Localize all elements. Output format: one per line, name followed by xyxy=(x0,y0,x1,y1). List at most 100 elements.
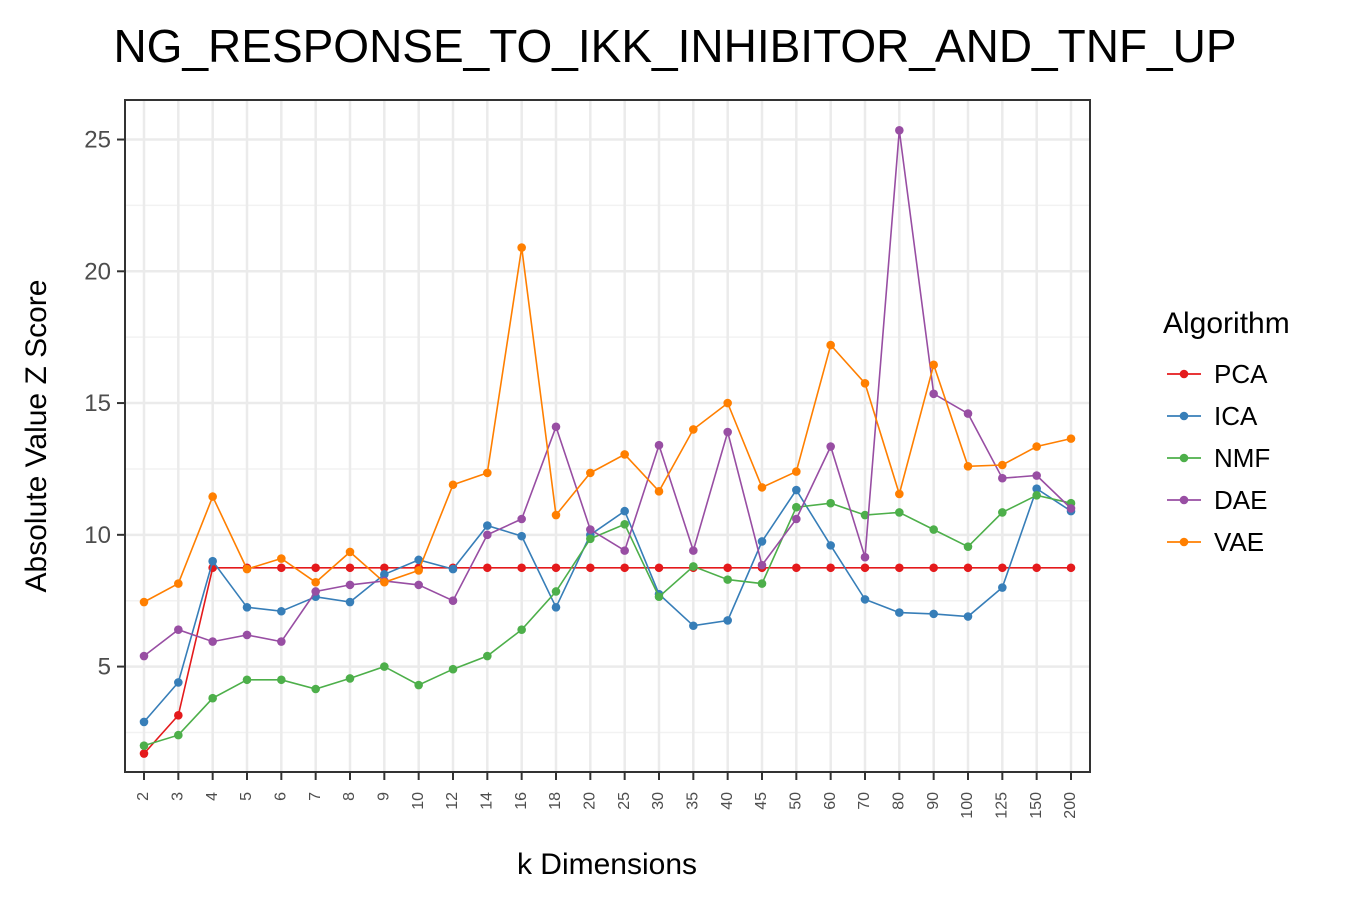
data-point-vae xyxy=(1032,442,1041,451)
data-point-pca xyxy=(380,563,389,573)
x-tick-label: 40 xyxy=(719,792,736,810)
data-point-vae xyxy=(345,547,355,557)
data-point-vae xyxy=(139,597,149,607)
data-point-nmf xyxy=(895,508,904,517)
data-point-dae xyxy=(277,637,286,646)
data-point-vae xyxy=(1066,434,1076,443)
legend: Algorithm PCA ICA NMF DAE VAE xyxy=(1163,307,1290,557)
y-axis-title: Absolute Value Z Score xyxy=(20,280,53,593)
data-point-vae xyxy=(380,577,389,587)
x-tick-label: 150 xyxy=(1028,792,1045,819)
legend-title: Algorithm xyxy=(1163,307,1290,340)
data-point-ica xyxy=(929,609,938,619)
data-point-nmf xyxy=(551,587,561,596)
data-point-dae xyxy=(586,525,595,534)
data-point-dae xyxy=(448,596,458,606)
data-point-dae xyxy=(654,440,664,450)
data-point-vae xyxy=(826,340,835,350)
data-point-pca xyxy=(1032,563,1041,573)
data-point-nmf xyxy=(860,510,870,520)
x-tick-label: 8 xyxy=(341,792,358,801)
data-point-pca xyxy=(895,563,904,573)
data-point-pca xyxy=(483,563,492,573)
data-point-vae xyxy=(757,483,767,492)
data-point-dae xyxy=(757,560,767,570)
data-point-pca xyxy=(792,563,801,573)
data-point-dae xyxy=(826,442,835,451)
data-point-vae xyxy=(689,425,698,434)
grid xyxy=(125,100,1090,772)
legend-label-pca: PCA xyxy=(1214,359,1268,389)
x-tick-label: 90 xyxy=(925,792,942,810)
legend-item-vae: VAE xyxy=(1167,527,1264,557)
data-point-vae xyxy=(311,577,320,587)
data-point-nmf xyxy=(277,675,286,685)
series-line-dae xyxy=(143,130,1072,657)
data-point-ica xyxy=(723,616,732,625)
legend-swatch-point-dae xyxy=(1179,495,1189,505)
data-point-nmf xyxy=(826,498,835,508)
series-line-pca xyxy=(143,566,1071,755)
data-point-pca xyxy=(1066,563,1076,573)
data-point-vae xyxy=(208,492,217,501)
data-point-vae xyxy=(998,460,1007,470)
x-tick-label: 2 xyxy=(135,792,152,801)
x-tick-label: 16 xyxy=(513,792,530,810)
x-tick-label: 10 xyxy=(410,792,427,810)
legend-swatch-point-nmf xyxy=(1179,453,1189,463)
data-point-nmf xyxy=(998,508,1007,517)
chart-title: NG_RESPONSE_TO_IKK_INHIBITOR_AND_TNF_UP xyxy=(113,20,1236,72)
data-point-pca xyxy=(517,563,526,573)
legend-item-pca: PCA xyxy=(1167,359,1268,389)
data-point-dae xyxy=(174,625,183,634)
y-tick-label: 25 xyxy=(84,127,111,154)
data-point-dae xyxy=(860,552,870,562)
data-point-vae xyxy=(620,450,629,459)
data-point-pca xyxy=(929,563,938,573)
data-point-dae xyxy=(895,126,904,135)
y-tick-label: 20 xyxy=(84,258,111,285)
data-point-nmf xyxy=(380,662,389,671)
data-point-dae xyxy=(345,580,355,590)
data-point-ica xyxy=(380,570,389,579)
data-point-pca xyxy=(311,563,320,573)
data-point-vae xyxy=(792,467,801,476)
data-point-vae xyxy=(963,462,973,471)
data-point-pca xyxy=(277,563,286,573)
data-point-ica xyxy=(963,612,973,621)
series-lines xyxy=(139,126,1076,758)
y-tick-label: 10 xyxy=(84,522,111,549)
data-point-dae xyxy=(792,514,801,524)
data-point-dae xyxy=(139,651,149,661)
data-point-nmf xyxy=(586,534,595,544)
data-point-vae xyxy=(517,243,526,252)
legend-swatch-point-pca xyxy=(1179,369,1189,379)
data-point-vae xyxy=(242,564,252,574)
x-tick-label: 200 xyxy=(1062,792,1079,819)
data-point-ica xyxy=(860,595,870,604)
legend-swatch-point-ica xyxy=(1179,411,1189,421)
data-point-dae xyxy=(723,427,732,437)
data-point-vae xyxy=(551,510,561,520)
x-tick-label: 80 xyxy=(891,792,908,810)
data-point-pca xyxy=(620,563,629,573)
data-point-nmf xyxy=(174,730,183,740)
data-point-ica xyxy=(620,506,629,516)
data-point-pca xyxy=(998,563,1007,573)
series-dae xyxy=(139,126,1076,661)
data-point-nmf xyxy=(757,579,767,588)
series-vae xyxy=(139,243,1076,607)
y-tick-label: 15 xyxy=(84,390,111,417)
data-point-nmf xyxy=(1032,490,1041,500)
data-point-dae xyxy=(551,422,561,432)
data-point-pca xyxy=(345,563,355,573)
data-point-dae xyxy=(208,637,217,646)
series-line-ica xyxy=(143,487,1072,723)
legend-label-ica: ICA xyxy=(1214,401,1258,431)
data-point-vae xyxy=(448,480,458,490)
data-point-nmf xyxy=(963,542,973,551)
x-tick-label: 7 xyxy=(307,792,324,801)
data-point-nmf xyxy=(620,519,629,529)
